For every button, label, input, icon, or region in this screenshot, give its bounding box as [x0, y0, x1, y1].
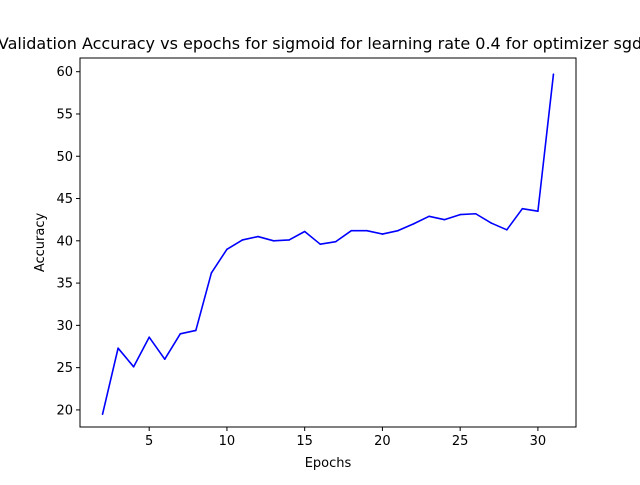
- data-point: [397, 229, 399, 232]
- y-axis-title: Accuracy: [33, 213, 48, 273]
- y-tick-label: 20: [56, 403, 73, 418]
- data-point: [303, 230, 306, 233]
- y-tick-label: 60: [56, 65, 73, 80]
- y-tick-label: 30: [56, 319, 73, 334]
- data-point: [428, 215, 430, 218]
- y-tick-label: 40: [56, 234, 73, 249]
- y-tick-label: 50: [56, 150, 73, 165]
- data-point: [350, 229, 353, 232]
- data-point: [241, 239, 244, 241]
- data-point: [210, 272, 213, 274]
- x-tick-label: 30: [530, 434, 547, 449]
- data-point: [474, 212, 477, 215]
- data-point: [101, 413, 104, 415]
- data-point: [195, 329, 197, 332]
- data-point: [506, 229, 508, 231]
- x-tick-label: 25: [452, 434, 469, 449]
- y-tick-label: 35: [56, 277, 73, 292]
- data-point: [117, 347, 119, 349]
- chart-title: Validation Accuracy vs epochs for sigmoi…: [0, 34, 640, 53]
- data-point: [179, 333, 182, 335]
- data-point: [163, 358, 166, 360]
- y-tick-label: 25: [56, 361, 73, 376]
- data-point: [319, 243, 322, 245]
- data-point: [459, 213, 461, 216]
- x-axis-title: Epochs: [305, 456, 352, 471]
- x-tick-label: 15: [296, 434, 313, 449]
- y-tick-label: 45: [56, 192, 73, 207]
- data-point: [412, 223, 415, 225]
- data-point: [443, 218, 446, 221]
- data-point: [272, 240, 275, 242]
- data-point: [490, 222, 493, 224]
- data-point: [257, 235, 259, 238]
- x-tick-label: 20: [374, 434, 391, 449]
- series-line: [101, 74, 555, 415]
- data-point: [226, 248, 228, 251]
- data-point: [521, 207, 524, 210]
- data-point: [381, 233, 384, 235]
- data-point: [132, 366, 135, 368]
- data-point: [334, 240, 337, 243]
- x-tick-label: 5: [145, 434, 153, 449]
- y-tick-label: 55: [56, 107, 73, 122]
- data-point: [366, 229, 368, 232]
- data-point: [552, 73, 555, 76]
- data-point: [288, 239, 290, 241]
- plot-frame: [79, 57, 577, 428]
- data-point: [537, 210, 539, 213]
- plot-area: 5 10 15 20 25 30 20 25 30 35 40 45 50 55 60: [56, 57, 577, 449]
- x-tick-label: 10: [219, 434, 236, 449]
- data-point: [148, 336, 150, 339]
